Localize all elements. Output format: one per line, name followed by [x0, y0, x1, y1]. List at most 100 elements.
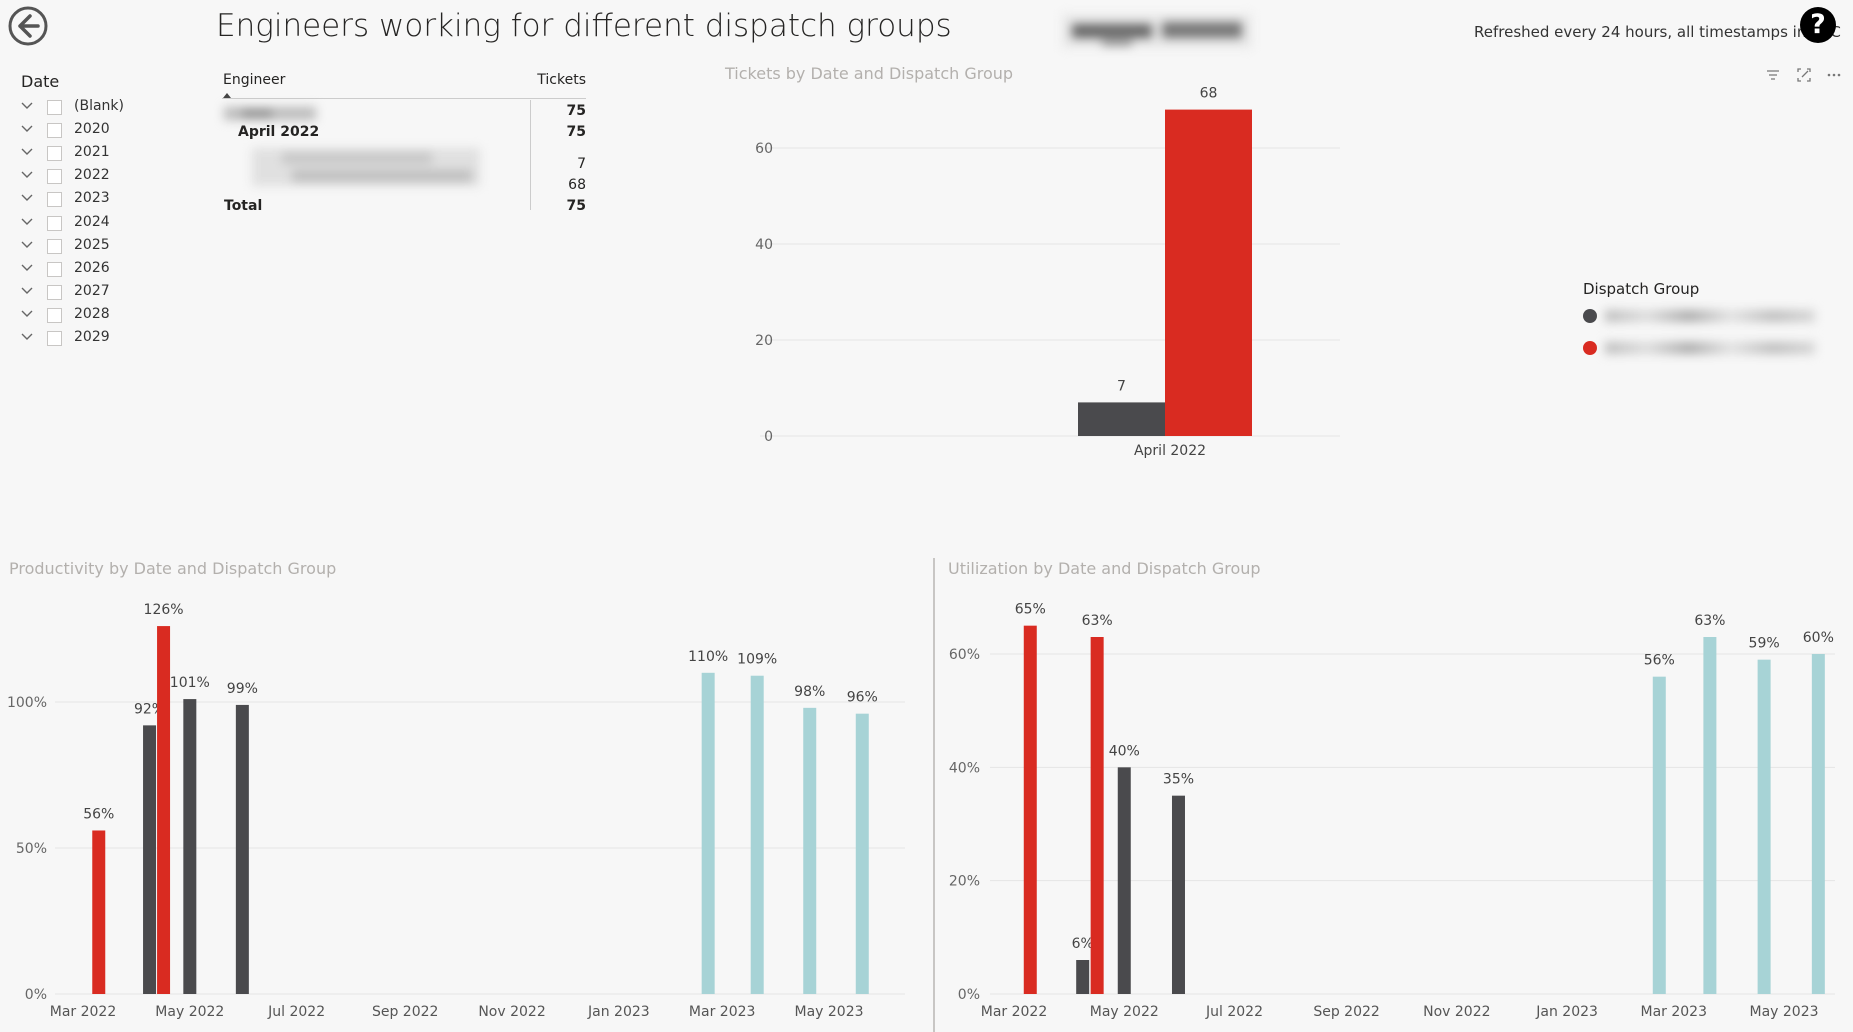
bar[interactable]: [235, 704, 249, 994]
tickets-value: 75: [566, 124, 586, 140]
slicer-item-label: 2027: [74, 282, 110, 299]
bar[interactable]: [1117, 767, 1131, 994]
y-tick-label: 40: [755, 237, 773, 253]
data-label: 63%: [1082, 613, 1113, 629]
bar[interactable]: [1078, 402, 1165, 436]
checkbox[interactable]: [47, 284, 62, 300]
date-slicer-item[interactable]: 2024: [20, 213, 220, 235]
bar[interactable]: [855, 713, 869, 994]
bar[interactable]: [1811, 654, 1825, 994]
slicer-item-label: 2022: [74, 167, 110, 184]
y-tick-label: 0%: [958, 987, 980, 1003]
slicer-item-label: 2021: [74, 144, 110, 161]
bar[interactable]: [1076, 960, 1090, 994]
bar[interactable]: [1171, 795, 1185, 994]
bar[interactable]: [92, 830, 106, 994]
bar[interactable]: [157, 626, 171, 994]
tickets-value: 75: [566, 103, 586, 119]
date-slicer-item[interactable]: 2020: [20, 120, 220, 142]
filter-icon: [1767, 70, 1779, 80]
chevron-down-icon[interactable]: [20, 261, 34, 275]
matrix-row[interactable]: 75: [222, 103, 586, 123]
checkbox[interactable]: [47, 169, 62, 185]
help-icon: ?: [1810, 9, 1826, 40]
date-slicer-item[interactable]: 2029: [20, 328, 220, 350]
bar[interactable]: [183, 699, 197, 994]
checkbox[interactable]: [47, 331, 62, 346]
chevron-down-icon[interactable]: [20, 99, 34, 113]
data-label: 60%: [1803, 630, 1834, 646]
x-tick-label: May 2023: [1749, 1004, 1818, 1020]
x-tick-label: May 2022: [155, 1004, 224, 1020]
chevron-down-icon[interactable]: [20, 284, 34, 298]
column-header-engineer[interactable]: Engineer: [223, 72, 286, 88]
slicer-item-label: 2023: [74, 190, 110, 207]
date-slicer-item[interactable]: 2028: [20, 305, 220, 327]
bar[interactable]: [1090, 637, 1104, 994]
matrix-row[interactable]: 7: [222, 156, 586, 176]
chevron-down-icon[interactable]: [20, 122, 34, 136]
date-slicer-item[interactable]: 2021: [20, 143, 220, 165]
back-button[interactable]: [8, 6, 48, 46]
bar[interactable]: [1703, 637, 1717, 994]
date-slicer-item[interactable]: 2027: [20, 282, 220, 304]
matrix-row[interactable]: April 2022 75: [222, 124, 586, 144]
slicer-item-label: 2029: [74, 329, 110, 345]
x-tick-label: April 2022: [1134, 443, 1206, 459]
chevron-down-icon[interactable]: [20, 145, 34, 159]
bar[interactable]: [803, 707, 817, 994]
bar[interactable]: [750, 675, 764, 994]
date-slicer-item[interactable]: (Blank): [20, 97, 220, 119]
bar[interactable]: [1165, 109, 1252, 436]
checkbox[interactable]: [47, 307, 62, 323]
bar[interactable]: [1652, 676, 1666, 994]
utilization-bar-chart: 0% 20% 40% 60% Mar 2022 May 2022 Jul 2022 Sep 2…: [949, 602, 1835, 1020]
help-button[interactable]: ?: [1800, 7, 1836, 43]
x-tick-label: Mar 2022: [981, 1004, 1048, 1020]
tickets-total-value: 75: [566, 198, 586, 214]
focus-mode-button[interactable]: [1793, 64, 1815, 86]
chevron-down-icon[interactable]: [20, 191, 34, 205]
data-label: 110%: [688, 649, 728, 665]
filter-button[interactable]: [1762, 64, 1784, 86]
checkbox[interactable]: [47, 146, 62, 162]
checkbox[interactable]: [47, 215, 62, 231]
y-tick-label: 20: [755, 333, 773, 349]
data-label: 99%: [227, 681, 258, 697]
checkbox[interactable]: [47, 238, 62, 254]
date-slicer-item[interactable]: 2022: [20, 166, 220, 188]
legend-item-red[interactable]: [1583, 338, 1823, 358]
data-label: 7: [1117, 378, 1126, 394]
checkbox[interactable]: [47, 192, 62, 208]
slicer-item-label: 2024: [74, 213, 110, 230]
date-slicer-item[interactable]: 2026: [20, 259, 220, 281]
checkbox[interactable]: [47, 261, 62, 277]
engineer-tickets-matrix: Engineer Tickets 75 April 2022 75 7 68 T…: [222, 68, 586, 218]
chevron-down-icon[interactable]: [20, 215, 34, 229]
x-tick-label: Sep 2022: [1313, 1004, 1379, 1020]
bar[interactable]: [701, 672, 715, 994]
bar[interactable]: [143, 725, 157, 994]
checkbox[interactable]: [47, 100, 62, 115]
date-slicer-item[interactable]: 2023: [20, 189, 220, 211]
productivity-bar-chart: 0% 50% 100% Mar 2022 May 2022 Jul 2022 Sep 202…: [7, 602, 905, 1020]
bar[interactable]: [1757, 659, 1771, 994]
x-tick-label: May 2022: [1090, 1004, 1159, 1020]
header-divider: [222, 98, 586, 99]
more-options-button[interactable]: [1823, 64, 1845, 86]
chevron-down-icon[interactable]: [20, 330, 34, 344]
utilization-chart-title: Utilization by Date and Dispatch Group: [948, 559, 1261, 578]
chevron-down-icon[interactable]: [20, 168, 34, 182]
chevron-down-icon[interactable]: [20, 238, 34, 252]
checkbox[interactable]: [47, 123, 62, 139]
legend-marker: [1583, 309, 1597, 323]
focus-mode-icon: [1797, 68, 1811, 82]
x-tick-label: Mar 2023: [689, 1004, 756, 1020]
bar[interactable]: [1023, 625, 1037, 994]
matrix-row[interactable]: 68: [222, 177, 586, 197]
column-header-tickets[interactable]: Tickets: [537, 72, 586, 88]
chevron-down-icon[interactable]: [20, 307, 34, 321]
date-slicer-item[interactable]: 2025: [20, 236, 220, 258]
data-label: 56%: [1644, 653, 1675, 669]
legend-item-dark[interactable]: [1583, 306, 1823, 326]
